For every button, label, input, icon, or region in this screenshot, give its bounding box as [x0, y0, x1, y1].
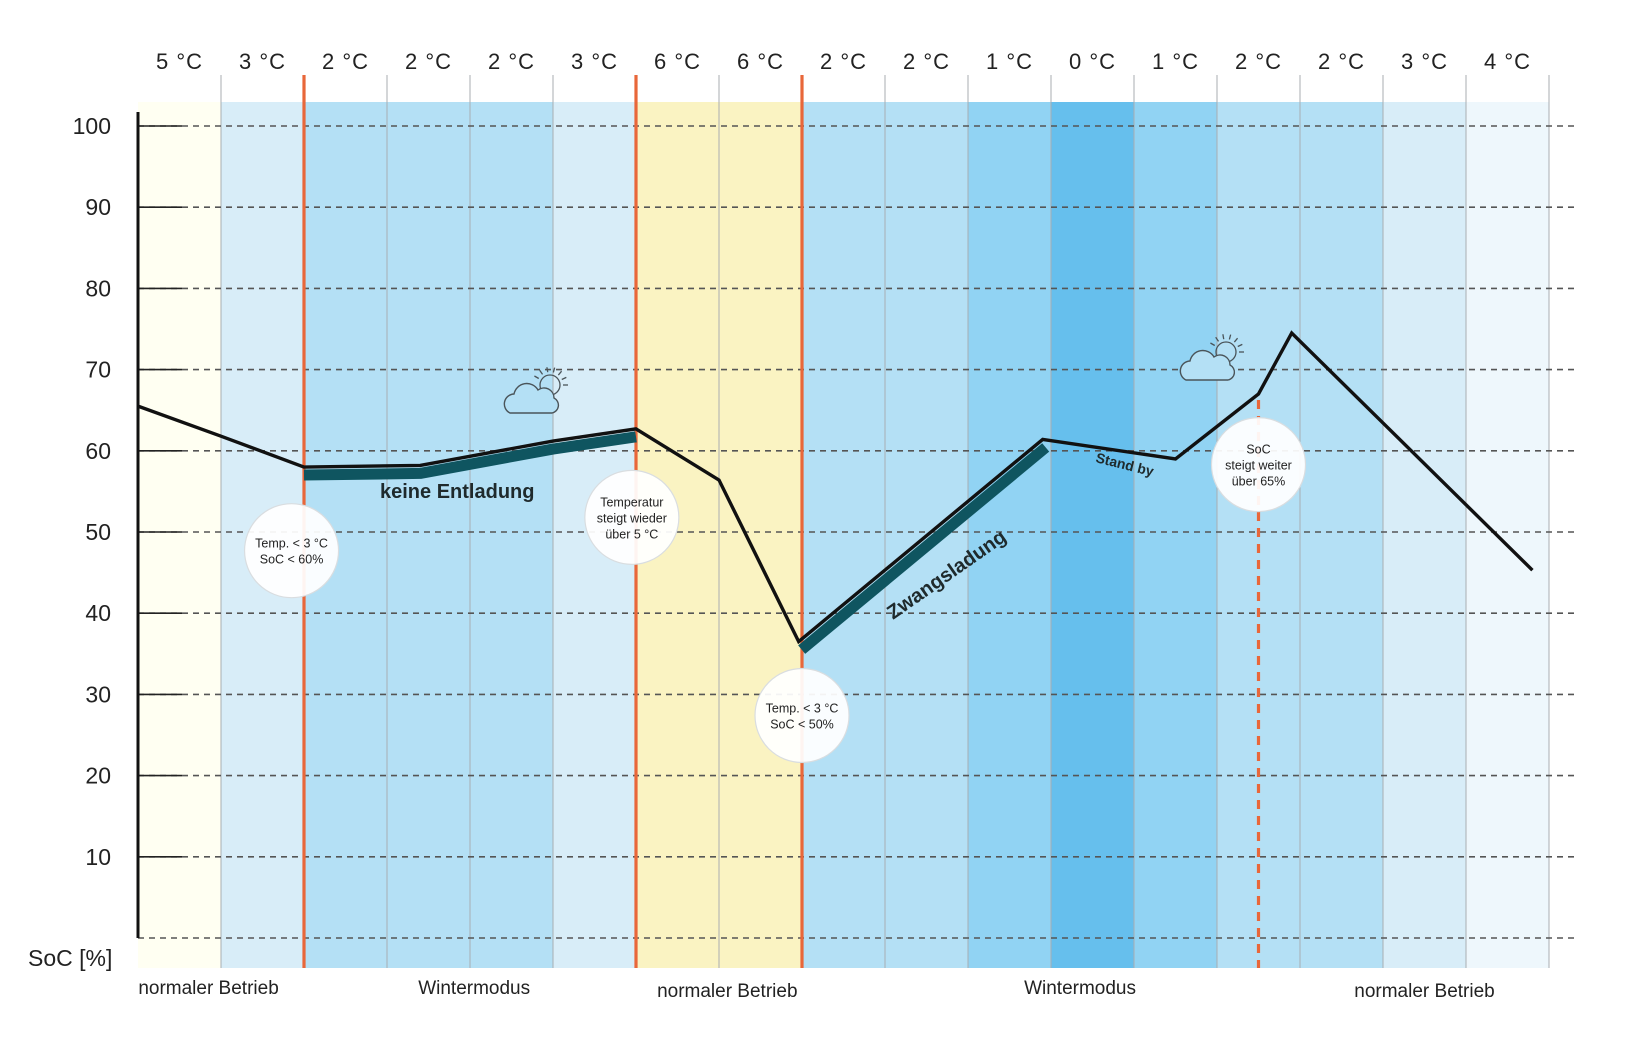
temperature-column	[1383, 102, 1466, 968]
temperature-label: 2 °C	[322, 49, 369, 74]
sun-ray	[557, 370, 563, 376]
bubble-circle	[754, 667, 850, 764]
temperature-label: 2 °C	[405, 49, 452, 74]
temperature-label: 1 °C	[1152, 49, 1199, 74]
sun-ray	[1215, 336, 1220, 342]
temperature-column	[1134, 102, 1217, 968]
temperature-label: 2 °C	[1235, 49, 1282, 74]
mode-label: normaler Betrieb	[138, 978, 278, 999]
condition-bubble: SoC steigt weiter über 65%	[1210, 417, 1307, 513]
horizontal-gridlines	[138, 125, 1576, 939]
temperature-label: 3 °C	[239, 49, 286, 74]
temperature-label: 2 °C	[903, 49, 950, 74]
sun-ray	[539, 369, 544, 375]
y-tick-label: 90	[85, 194, 111, 220]
temperature-columns	[138, 102, 1549, 968]
temperature-label: 6 °C	[737, 49, 784, 74]
mode-label: Wintermodus	[1024, 978, 1136, 999]
y-tick-label: 50	[85, 519, 111, 545]
weather-icons	[503, 334, 1244, 414]
temperature-label: 2 °C	[1318, 49, 1365, 74]
bubble-text-line: über 5 °C	[605, 527, 658, 541]
cloud-sun-icon	[503, 367, 568, 414]
sun-ray	[1237, 343, 1243, 348]
soc-series	[137, 330, 1534, 645]
highlight-segment	[303, 431, 637, 481]
temperature-label: 0 °C	[1069, 49, 1116, 74]
sun-ray	[546, 367, 549, 373]
sun-ray	[1228, 334, 1232, 340]
condition-bubble: Temperatur steigt wieder über 5 °C	[584, 469, 680, 565]
temperature-column	[138, 102, 221, 968]
mode-labels: normaler Betrieb Wintermodus normaler Betr…	[138, 978, 1494, 1002]
annotation-keine-entladung: keine Entladung	[380, 481, 534, 503]
mode-label: normaler Betrieb	[1354, 981, 1494, 1002]
temperature-label: 5 °C	[156, 49, 203, 74]
temperature-column	[1300, 102, 1383, 968]
y-tick-label: 70	[85, 357, 111, 383]
y-tick-label: 100	[73, 113, 111, 139]
condition-bubble: Temp. < 3 °C SoC < 50%	[754, 667, 850, 764]
bubble-text-line: über 65%	[1232, 475, 1286, 489]
bubble-text-line: steigt wieder	[597, 511, 667, 525]
cloud-shape	[503, 382, 560, 414]
temperature-label: 3 °C	[571, 49, 618, 74]
y-tick-label: 20	[85, 763, 111, 789]
temperature-label: 2 °C	[820, 49, 867, 74]
temperature-label: 6 °C	[654, 49, 701, 74]
y-axis-label: SoC [%]	[28, 945, 112, 971]
bubble-circle	[243, 503, 340, 599]
temperature-column	[387, 102, 470, 968]
temperature-column	[802, 102, 885, 968]
temperature-column	[1466, 102, 1549, 968]
mode-label: Wintermodus	[418, 978, 530, 999]
bubble-text-line: SoC < 50%	[770, 718, 834, 732]
temperature-label: 2 °C	[488, 49, 535, 74]
temperature-label: 1 °C	[986, 49, 1033, 74]
sun-ray	[561, 376, 567, 381]
highlight-segment	[798, 443, 1050, 654]
temperature-label: 3 °C	[1401, 49, 1448, 74]
bubble-text-line: SoC < 60%	[260, 553, 324, 567]
bubble-text-line: Temperatur	[600, 495, 663, 509]
sun-ray	[1222, 334, 1225, 340]
cloud-shape	[1179, 349, 1236, 381]
temperature-column	[719, 102, 802, 968]
temperature-column	[968, 102, 1051, 968]
y-tick-label: 80	[85, 275, 111, 301]
bubble-text-line: steigt weiter	[1225, 459, 1292, 473]
sun-ray	[552, 367, 556, 373]
y-tick-label: 40	[85, 600, 111, 626]
y-tick-label: 30	[85, 681, 111, 707]
bubble-text-line: SoC	[1246, 443, 1270, 457]
bubble-text-line: Temp. < 3 °C	[255, 537, 328, 551]
sun-ray	[1233, 337, 1239, 343]
bubble-circle	[1210, 417, 1307, 513]
temperature-labels: 5 °C 3 °C 2 °C 2 °C 2 °C 3 °C 6 °C 6 °C 2 °C 2 °C…	[156, 49, 1531, 74]
cloud-sun-icon	[1179, 334, 1244, 381]
sun-ray	[1210, 342, 1216, 347]
bubble-text-line: Temp. < 3 °C	[766, 702, 839, 716]
y-tick-label: 10	[85, 844, 111, 870]
y-axis: 10 20 30 40 50 60 70 80 90 100	[73, 112, 182, 938]
condition-bubbles: Temp. < 3 °C SoC < 60% Temperatur steigt wi…	[243, 417, 1307, 764]
mode-label: normaler Betrieb	[657, 981, 797, 1002]
condition-bubble: Temp. < 3 °C SoC < 60%	[243, 503, 340, 599]
y-tick-label: 60	[85, 438, 111, 464]
bubble-circle	[584, 469, 680, 565]
temperature-column	[1051, 102, 1134, 968]
column-dividers	[220, 75, 1550, 968]
highlight-segments	[303, 431, 1050, 654]
sun-ray	[534, 375, 540, 380]
temperature-column	[470, 102, 553, 968]
temperature-label: 4 °C	[1484, 49, 1531, 74]
